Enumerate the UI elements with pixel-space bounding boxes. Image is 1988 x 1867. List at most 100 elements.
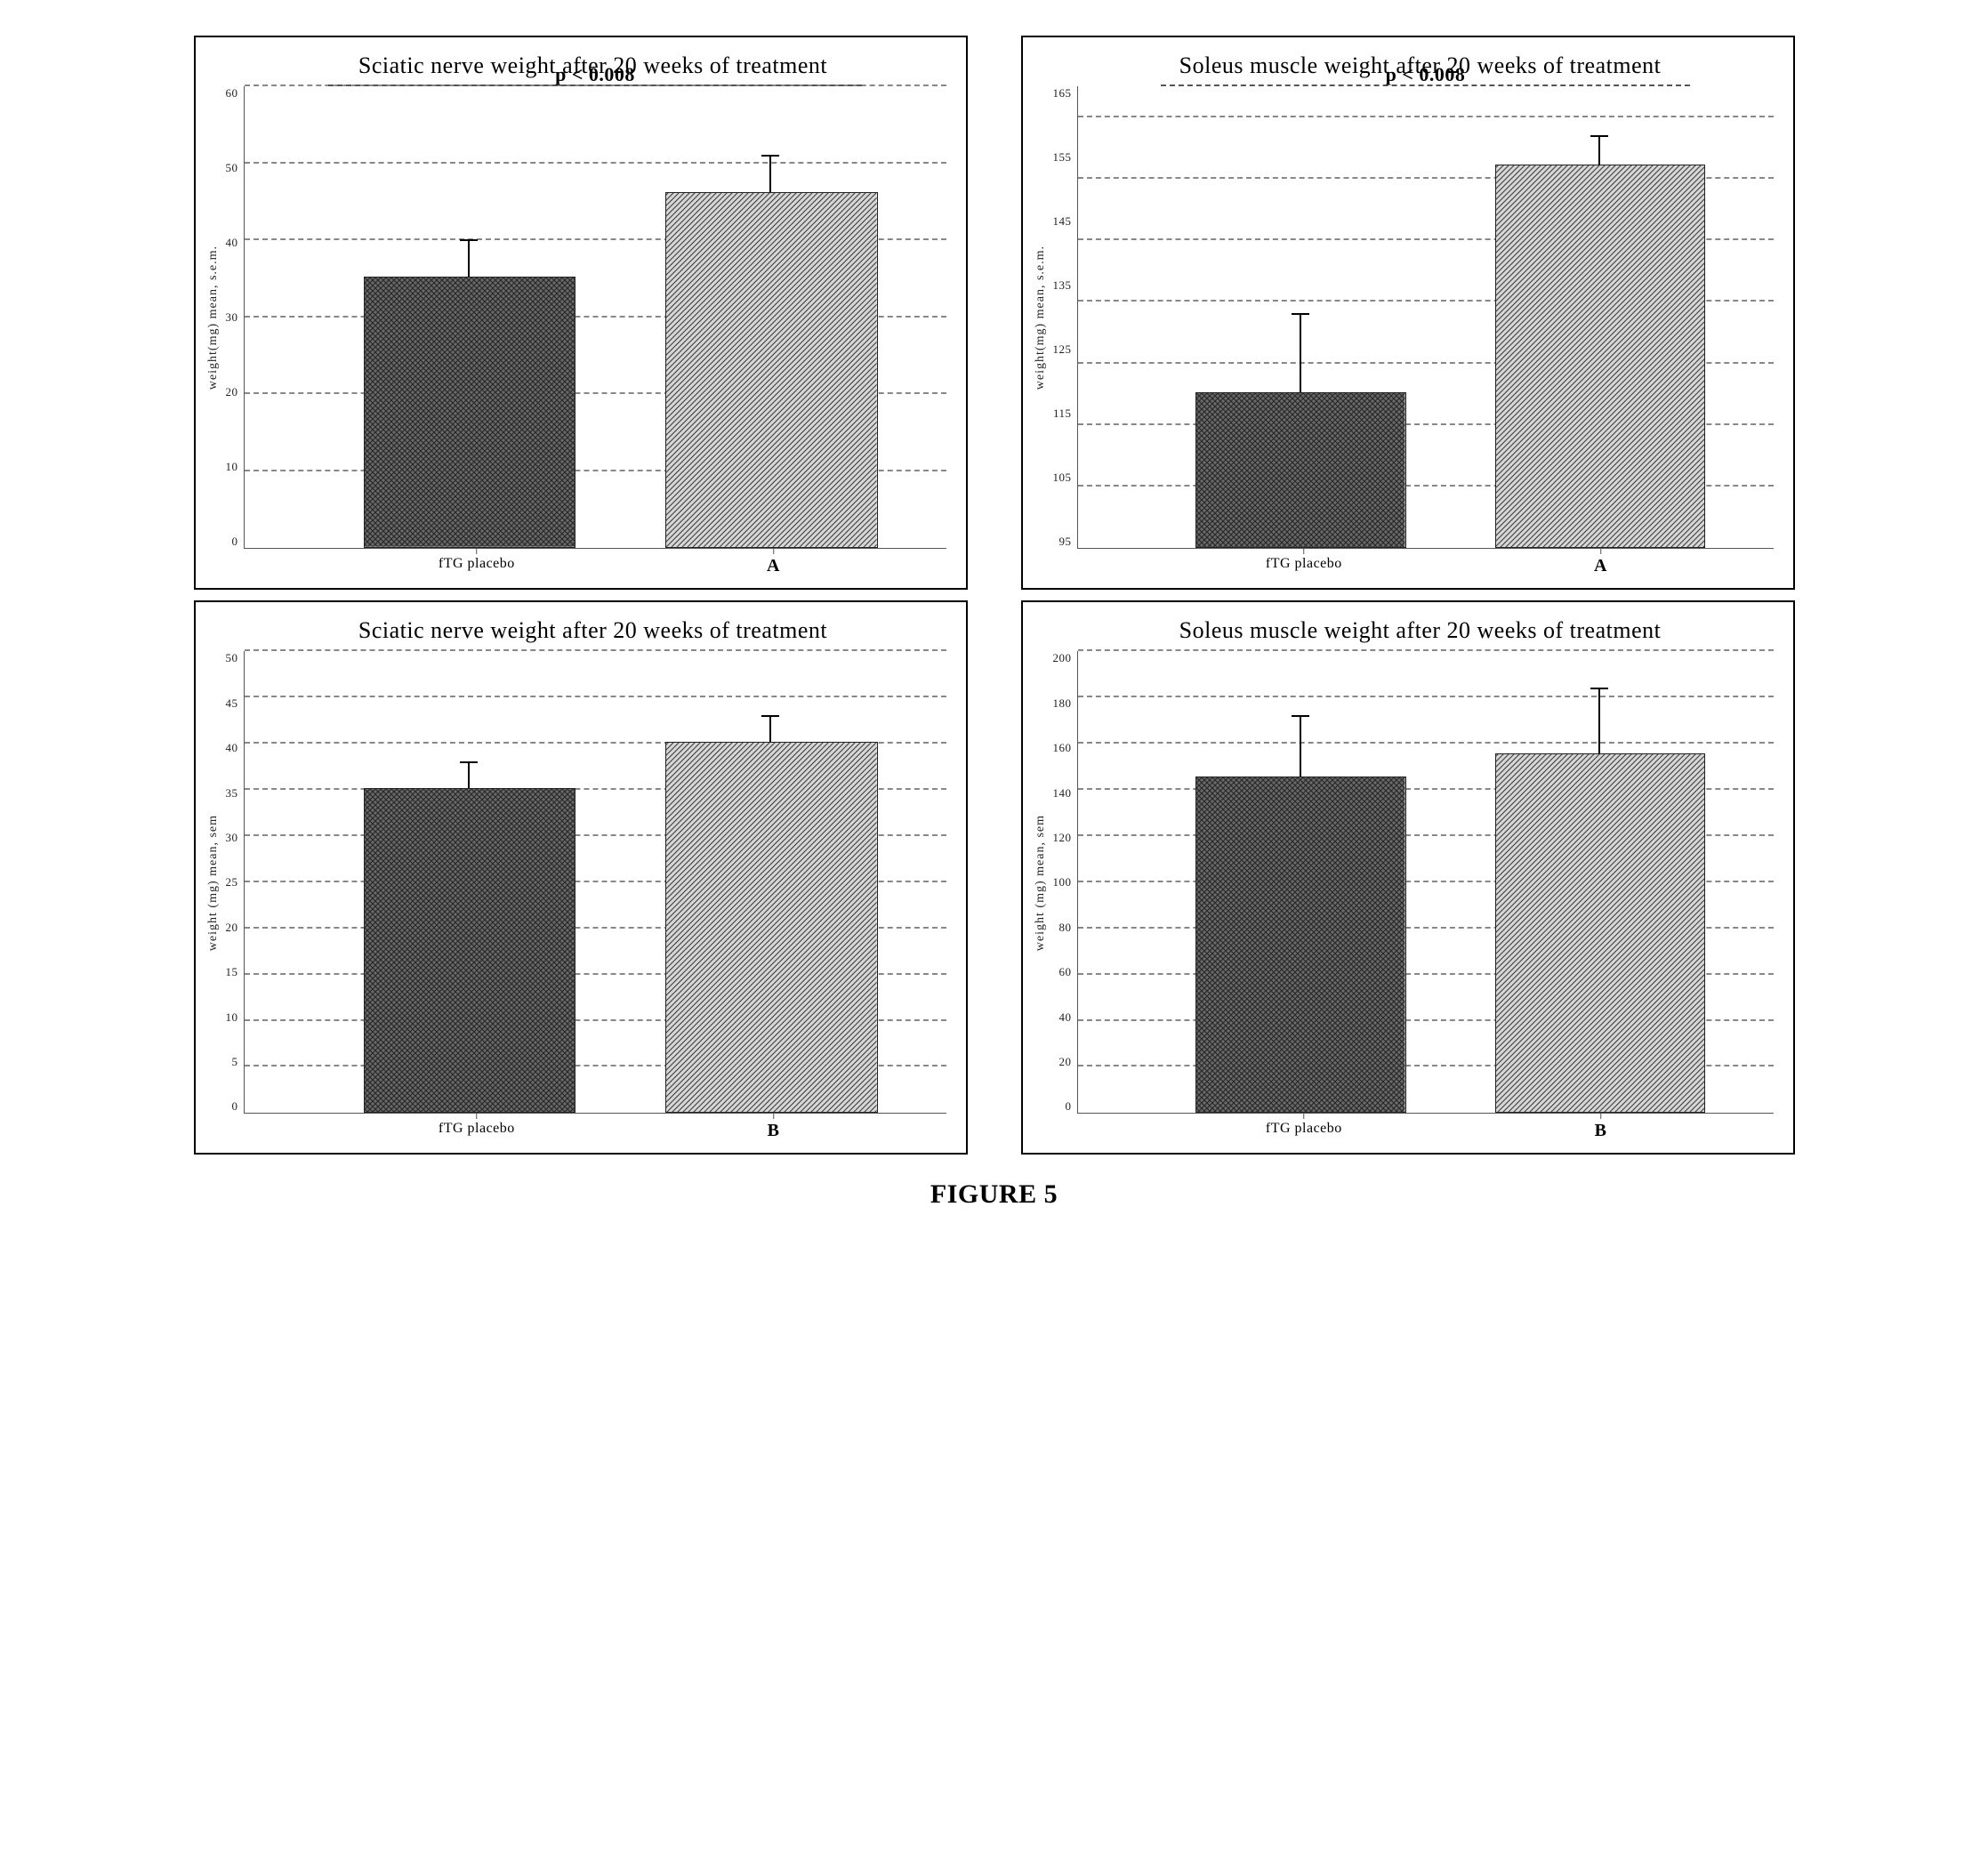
y-tick-label: 10 bbox=[226, 1010, 238, 1025]
figure-caption: FIGURE 5 bbox=[194, 1179, 1795, 1210]
y-tick-label: 5 bbox=[232, 1055, 238, 1069]
chart-panel-tl: Sciatic nerve weight after 20 weeks of t… bbox=[194, 36, 968, 590]
chart-panel-bl: Sciatic nerve weight after 20 weeks of t… bbox=[194, 600, 968, 1155]
y-tick-label: 135 bbox=[1053, 278, 1072, 293]
bar-fill bbox=[666, 193, 877, 547]
chart-body: weight (mg) mean, sem2001801601401201008… bbox=[1032, 651, 1774, 1114]
y-tick-label: 155 bbox=[1053, 150, 1072, 165]
bar-fill bbox=[1496, 754, 1705, 1112]
x-tick-label: fTG placebo bbox=[439, 1121, 515, 1137]
y-tick-labels: 165 155 145 135 125 115 105 95 bbox=[1053, 86, 1077, 549]
x-tick-mark bbox=[1600, 1114, 1602, 1119]
y-tick-label: 50 bbox=[226, 161, 238, 175]
y-tick-label: 40 bbox=[226, 236, 238, 250]
y-tick-label: 105 bbox=[1053, 471, 1072, 485]
bars-layer bbox=[245, 651, 946, 1113]
y-tick-label: 15 bbox=[226, 965, 238, 979]
y-tick-label: 165 bbox=[1053, 86, 1072, 101]
bars-layer bbox=[1078, 86, 1774, 548]
plot-area: p < 0.008 bbox=[1077, 86, 1774, 549]
error-cap-top bbox=[460, 239, 478, 241]
plot-area bbox=[1077, 651, 1774, 1114]
y-tick-label: 145 bbox=[1053, 214, 1072, 229]
y-tick-label: 80 bbox=[1059, 921, 1072, 935]
bar-fill bbox=[1196, 777, 1405, 1112]
plot-area: p < 0.008 bbox=[244, 86, 946, 549]
y-tick-label: 10 bbox=[226, 460, 238, 474]
y-axis-label: weight (mg) mean, sem bbox=[1032, 811, 1053, 954]
bar-fill bbox=[666, 743, 877, 1112]
chart-body: weight(mg) mean, s.e.m. 165 155 145 135 125 11… bbox=[1032, 86, 1774, 549]
x-tick-labels: fTG placebo B bbox=[1083, 1114, 1774, 1144]
bar bbox=[1195, 392, 1406, 548]
x-axis-spacer bbox=[205, 549, 256, 579]
y-tick-labels: 50454035302520151050 bbox=[226, 651, 244, 1114]
x-tick-label: fTG placebo bbox=[1266, 1121, 1342, 1137]
x-tick-labels: fTG placeboA bbox=[256, 549, 946, 579]
y-tick-label: 180 bbox=[1053, 696, 1072, 711]
error-cap-top bbox=[1292, 313, 1309, 315]
x-axis: fTG placebo A bbox=[1032, 549, 1774, 579]
error-cap-top bbox=[1590, 688, 1608, 689]
x-tick-labels: fTG placebo B bbox=[256, 1114, 946, 1144]
bar bbox=[1195, 777, 1406, 1113]
bar bbox=[364, 277, 576, 548]
error-cap-top bbox=[1590, 135, 1608, 137]
x-tick-mark bbox=[773, 549, 775, 554]
y-tick-label: 40 bbox=[226, 741, 238, 755]
x-tick-mark bbox=[476, 1114, 478, 1119]
y-tick-label: 0 bbox=[232, 535, 238, 549]
y-axis-label: weight(mg) mean, s.e.m. bbox=[1032, 242, 1053, 393]
panels-grid: Sciatic nerve weight after 20 weeks of t… bbox=[194, 36, 1795, 1155]
bar-fill bbox=[365, 278, 575, 547]
x-tick-label: B bbox=[1595, 1121, 1607, 1141]
significance-label: p < 0.008 bbox=[1386, 63, 1466, 86]
bars-layer bbox=[1078, 651, 1774, 1113]
y-tick-label: 20 bbox=[226, 385, 238, 399]
bar bbox=[1495, 165, 1706, 548]
x-tick-labels: fTG placebo A bbox=[1083, 549, 1774, 579]
bar-fill bbox=[1496, 165, 1705, 547]
x-axis-spacer bbox=[1032, 549, 1083, 579]
x-axis-spacer bbox=[1032, 1114, 1083, 1144]
y-tick-label: 30 bbox=[226, 831, 238, 845]
x-tick-label: B bbox=[768, 1121, 780, 1141]
y-tick-label: 50 bbox=[226, 651, 238, 665]
y-tick-label: 45 bbox=[226, 696, 238, 711]
chart-title: Sciatic nerve weight after 20 weeks of t… bbox=[249, 616, 938, 644]
x-tick-label: A bbox=[767, 556, 780, 576]
y-axis-label: weight (mg) mean, sem bbox=[205, 811, 226, 954]
chart-body: weight(mg) mean, s.e.m.6050403020100p < … bbox=[205, 86, 946, 549]
x-axis-spacer bbox=[205, 1114, 256, 1144]
x-tick-label: fTG placebo bbox=[1266, 556, 1342, 572]
x-tick-mark bbox=[773, 1114, 775, 1119]
bar bbox=[665, 192, 878, 548]
y-tick-label: 125 bbox=[1053, 342, 1072, 357]
y-tick-label: 60 bbox=[226, 86, 238, 101]
bar bbox=[665, 742, 878, 1113]
y-tick-label: 100 bbox=[1053, 875, 1072, 889]
x-tick-label: A bbox=[1594, 556, 1607, 576]
chart-panel-br: Soleus muscle weight after 20 weeks of t… bbox=[1021, 600, 1795, 1155]
y-tick-labels: 60 50 40 30 20 10 0 bbox=[226, 86, 244, 549]
y-tick-label: 20 bbox=[1059, 1055, 1072, 1069]
y-tick-label: 120 bbox=[1053, 831, 1072, 845]
error-cap-top bbox=[1292, 715, 1309, 717]
bar bbox=[1495, 753, 1706, 1113]
y-tick-label: 20 bbox=[226, 921, 238, 935]
x-axis: fTG placebo B bbox=[205, 1114, 946, 1144]
bar-fill bbox=[1196, 393, 1405, 547]
y-tick-label: 95 bbox=[1059, 535, 1072, 549]
y-tick-label: 0 bbox=[232, 1099, 238, 1114]
y-tick-label: 0 bbox=[1066, 1099, 1072, 1114]
error-cap-top bbox=[761, 715, 779, 717]
y-tick-label: 35 bbox=[226, 786, 238, 801]
y-tick-label: 30 bbox=[226, 310, 238, 325]
y-tick-label: 160 bbox=[1053, 741, 1072, 755]
chart-title: Soleus muscle weight after 20 weeks of t… bbox=[1076, 616, 1765, 644]
plot-area bbox=[244, 651, 946, 1114]
y-tick-label: 115 bbox=[1053, 406, 1072, 421]
x-axis: fTG placebo B bbox=[1032, 1114, 1774, 1144]
y-tick-label: 60 bbox=[1059, 965, 1072, 979]
bar-fill bbox=[365, 789, 575, 1112]
